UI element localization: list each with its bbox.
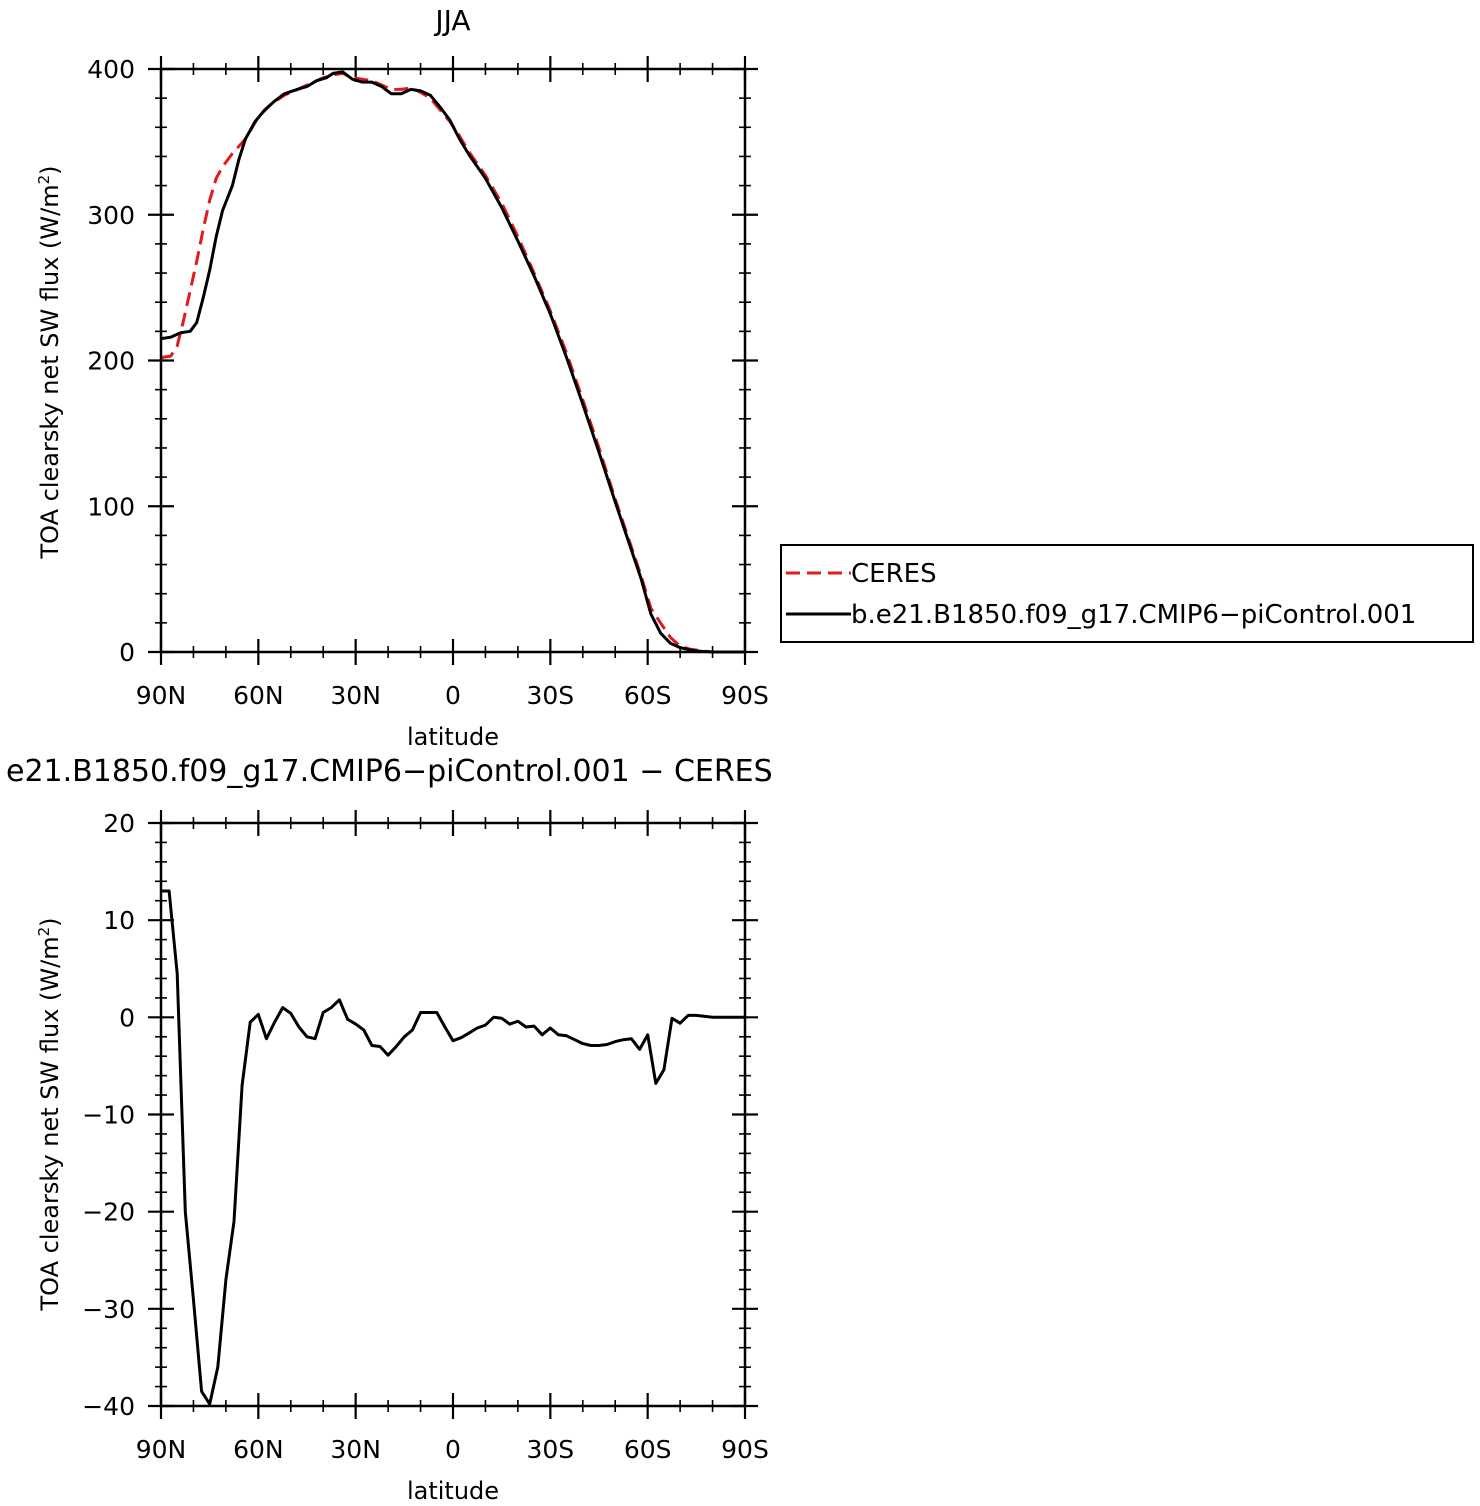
top-chart-plot-frame	[159, 67, 747, 654]
x-tick-label: 0	[445, 1435, 461, 1464]
x-tick-label: 90N	[136, 681, 187, 710]
y-tick-label: 400	[87, 55, 135, 84]
bottom-chart-panel: e21.B1850.f09_g17.CMIP6−piControl.001 − …	[6, 754, 773, 1505]
x-tick-label: 60N	[233, 681, 284, 710]
y-tick-label: 0	[119, 638, 135, 667]
top-chart-legend: CERES b.e21.B1850.f09_g17.CMIP6−piContro…	[780, 544, 1474, 643]
y-tick-label: 10	[103, 906, 135, 935]
top-chart-y-tick-labels: 0 100 200 300 400	[87, 55, 135, 667]
x-tick-label: 90S	[721, 681, 769, 710]
y-tick-label: 300	[87, 201, 135, 230]
legend-box	[780, 544, 1474, 643]
bottom-chart-plot-frame	[159, 821, 747, 1408]
x-tick-label: 30S	[526, 681, 574, 710]
top-chart-x-tick-labels: 90N 60N 30N 0 30S 60S 90S	[136, 681, 769, 710]
x-tick-label: 90S	[721, 1435, 769, 1464]
y-tick-label: −20	[82, 1198, 135, 1227]
bottom-chart-title: e21.B1850.f09_g17.CMIP6−piControl.001 − …	[6, 754, 773, 789]
bottom-chart-y-axis-label: TOA clearsky net SW flux (W/m2)	[35, 917, 64, 1311]
legend-label-model: b.e21.B1850.f09_g17.CMIP6−piControl.001	[851, 600, 1416, 630]
top-series-line-0	[160, 71, 745, 654]
x-tick-label: 90N	[136, 1435, 187, 1464]
x-tick-label: 30N	[330, 1435, 381, 1464]
y-tick-label: −10	[82, 1101, 135, 1130]
y-tick-label: 200	[87, 347, 135, 376]
top-series-line-1	[160, 70, 745, 654]
y-tick-label: 20	[103, 809, 135, 838]
bottom-chart-series	[161, 889, 745, 1406]
x-tick-label: 60S	[624, 1435, 672, 1464]
top-chart-x-axis-label: latitude	[407, 723, 499, 751]
top-chart-series	[160, 70, 745, 654]
x-tick-label: 60N	[233, 1435, 284, 1464]
y-tick-label: −40	[82, 1392, 135, 1421]
bottom-series-line-0	[161, 889, 745, 1406]
x-tick-label: 30N	[330, 681, 381, 710]
y-tick-label: −30	[82, 1295, 135, 1324]
top-chart-panel: JJA 0 100 200 300 400 90N 60N 30N 0 30S 60S 90S la…	[35, 4, 1474, 751]
bottom-chart-y-tick-labels: −40 −30 −20 −10 0 10 20	[82, 809, 135, 1421]
x-tick-label: 0	[445, 681, 461, 710]
x-tick-label: 60S	[624, 681, 672, 710]
top-chart-y-axis-label: TOA clearsky net SW flux (W/m2)	[35, 165, 64, 559]
top-chart-title: JJA	[433, 4, 470, 37]
bottom-chart-x-tick-labels: 90N 60N 30N 0 30S 60S 90S	[136, 1435, 769, 1464]
bottom-chart-x-axis-label: latitude	[407, 1477, 499, 1505]
legend-label-ceres: CERES	[851, 559, 937, 589]
y-tick-label: 100	[87, 492, 135, 521]
y-tick-label: 0	[119, 1003, 135, 1032]
x-tick-label: 30S	[526, 1435, 574, 1464]
